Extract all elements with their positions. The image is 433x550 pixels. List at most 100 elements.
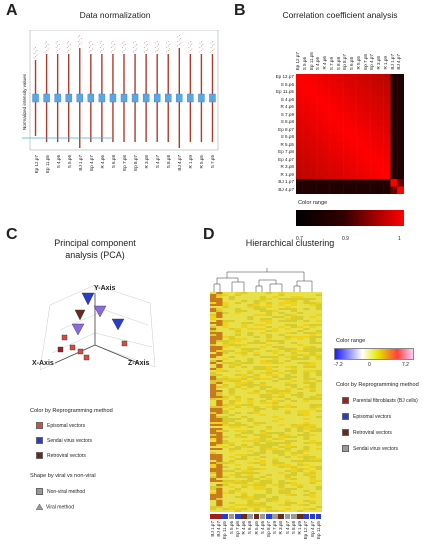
cluster-cell — [247, 388, 254, 391]
cluster-cell — [253, 424, 260, 427]
cluster-cell — [297, 328, 304, 331]
cluster-cell — [290, 506, 298, 509]
cluster-cell — [222, 398, 229, 401]
cluster-cell — [272, 292, 279, 295]
cluster-cell — [297, 452, 304, 455]
cluster-cell — [297, 322, 304, 325]
cluster-cell — [272, 450, 279, 453]
cluster-cell — [266, 332, 273, 335]
correlation-cell — [336, 126, 344, 135]
cluster-cell — [297, 362, 304, 365]
correlation-cell — [377, 186, 384, 195]
cluster-cell — [272, 340, 279, 343]
cluster-cell — [247, 454, 254, 457]
correlation-cell — [302, 119, 310, 127]
cluster-cell — [297, 484, 304, 487]
cluster-cell — [315, 436, 323, 439]
cluster-cell — [222, 420, 229, 423]
cluster-cell — [278, 342, 285, 345]
boxplot-box — [109, 93, 117, 103]
cluster-cell — [309, 460, 316, 463]
cluster-cell — [234, 382, 242, 385]
cluster-cell — [303, 308, 310, 311]
cluster-cell — [278, 456, 285, 459]
boxplot-outlier — [88, 42, 90, 44]
cluster-cell — [259, 500, 267, 503]
sample-label: Ep 11.p5 — [44, 155, 50, 174]
cluster-cell — [222, 508, 229, 511]
cluster-cell — [222, 440, 229, 443]
cluster-cell — [234, 380, 242, 383]
correlation-cell — [356, 81, 364, 90]
cluster-cell — [290, 408, 298, 411]
cluster-cell — [210, 420, 217, 423]
cluster-cell — [247, 406, 254, 409]
correlation-cell — [370, 111, 378, 120]
cluster-cell — [210, 362, 217, 365]
cluster-cell — [309, 348, 316, 351]
cluster-cell — [278, 302, 285, 305]
correlation-cell — [383, 156, 391, 165]
cluster-cell — [278, 326, 285, 329]
correlation-column-label: S 8.p8 — [335, 56, 341, 70]
cluster-cell — [297, 304, 304, 307]
cluster-cell — [309, 440, 316, 443]
cluster-cell — [259, 330, 267, 333]
cluster-cell — [228, 384, 236, 387]
boxplot-outlier — [101, 41, 103, 42]
cluster-cell — [253, 474, 260, 477]
cluster-cell — [266, 498, 273, 501]
cluster-cell — [303, 326, 310, 329]
cluster-cell — [228, 432, 236, 435]
cluster-cell — [303, 318, 310, 321]
cluster-cell — [253, 380, 260, 383]
cluster-cell — [253, 398, 260, 401]
cluster-cell — [241, 296, 248, 299]
cluster-cell — [210, 504, 217, 507]
cluster-cell — [234, 414, 242, 417]
cluster-cell — [259, 360, 267, 363]
correlation-cell — [383, 104, 391, 112]
correlation-cell — [323, 164, 330, 172]
cluster-cell — [241, 424, 248, 427]
cluster-cell — [266, 376, 273, 379]
correlation-cell — [370, 186, 378, 195]
cluster-cell — [315, 322, 323, 325]
cluster-cell — [234, 308, 242, 311]
cluster-cell — [278, 420, 285, 423]
cluster-cell — [266, 478, 273, 481]
cluster-cell — [272, 422, 279, 425]
cluster-cell — [297, 422, 304, 425]
cluster-cell — [290, 438, 298, 441]
cluster-cell — [278, 414, 285, 417]
cluster-cell — [278, 440, 285, 443]
cluster-cell — [234, 418, 242, 421]
cluster-cell — [309, 482, 316, 485]
cluster-cell — [284, 448, 292, 451]
cluster-cell — [216, 296, 223, 299]
cluster-cell — [290, 470, 298, 473]
cluster-cell — [241, 492, 248, 495]
cluster-cell — [247, 498, 254, 501]
cluster-cell — [222, 370, 229, 373]
cluster-cell — [259, 308, 267, 311]
cluster-cell — [253, 414, 260, 417]
cluster-cell — [290, 384, 298, 387]
cluster-cell — [309, 298, 316, 301]
cluster-cell — [272, 488, 279, 491]
cluster-cell — [303, 422, 310, 425]
cluster-cell — [222, 406, 229, 409]
cluster-cell — [290, 362, 298, 365]
cluster-cell — [278, 412, 285, 415]
cluster-cell — [303, 430, 310, 433]
cluster-cell — [284, 328, 292, 331]
cluster-cell — [272, 300, 279, 303]
cluster-cell — [210, 458, 217, 461]
cluster-cell — [259, 438, 267, 441]
cluster-cell — [216, 364, 223, 367]
cluster-sample-label: Ep 11.p5 — [315, 521, 321, 540]
cluster-cell — [241, 422, 248, 425]
cluster-cell — [234, 508, 242, 511]
cluster-cell — [222, 504, 229, 507]
cluster-cell — [266, 322, 273, 325]
